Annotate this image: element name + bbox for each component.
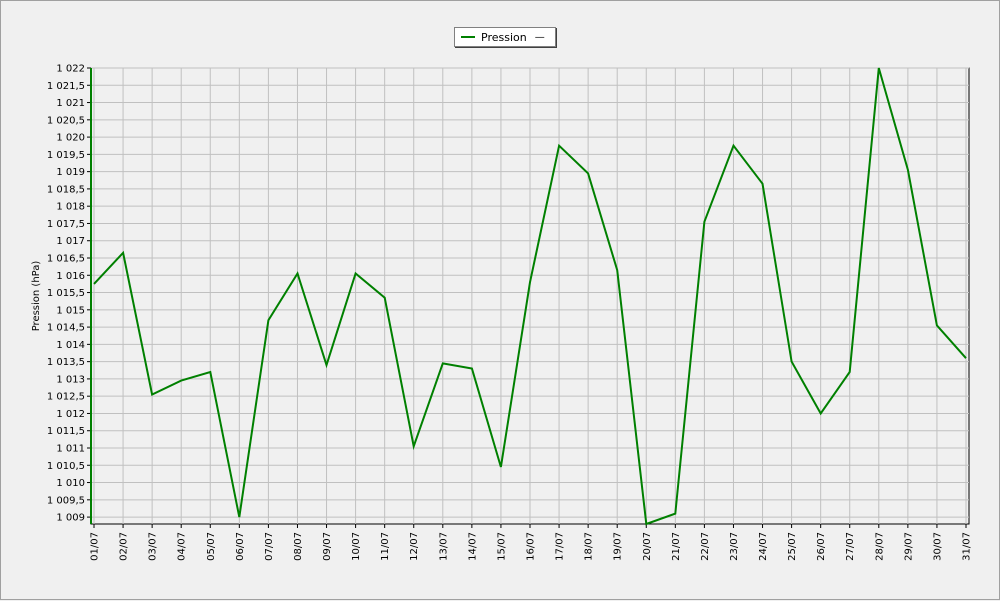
y-tick-label: 1 021 [56, 98, 85, 109]
x-tick-label: 30/07 [932, 532, 943, 561]
x-tick-label: 11/07 [380, 532, 391, 561]
y-tick-label: 1 018 [56, 202, 85, 213]
y-tick-label: 1 017,5 [47, 219, 85, 230]
y-tick-label: 1 009,5 [47, 495, 85, 506]
x-tick-label: 19/07 [613, 532, 624, 561]
x-tick-label: 25/07 [787, 532, 798, 561]
y-axis-ticks: 1 009 1 009,5 1 010 1 010,5 1 011 1 011,5 1 01… [47, 64, 91, 524]
x-tick-label: 22/07 [700, 532, 711, 561]
x-tick-label: 29/07 [903, 532, 914, 561]
x-tick-label: 07/07 [264, 532, 275, 561]
x-tick-label: 09/07 [322, 532, 333, 561]
y-tick-label: 1 016,5 [47, 254, 85, 265]
x-tick-label: 24/07 [758, 532, 769, 561]
x-tick-label: 08/07 [293, 532, 304, 561]
legend: Pression — [454, 27, 556, 47]
y-tick-label: 1 012,5 [47, 392, 85, 403]
x-tick-label: 10/07 [351, 532, 362, 561]
x-tick-label: 26/07 [816, 532, 827, 561]
y-tick-label: 1 011 [56, 444, 85, 455]
x-tick-label: 15/07 [496, 532, 507, 561]
x-tick-label: 13/07 [438, 532, 449, 561]
series-line-pression [93, 67, 967, 526]
x-tick-label: 18/07 [584, 532, 595, 561]
y-tick-label: 1 020 [56, 133, 85, 144]
y-tick-label: 1 022 [56, 64, 85, 75]
y-tick-label: 1 010 [56, 478, 85, 489]
x-tick-label: 01/07 [90, 532, 101, 561]
series-group [93, 67, 967, 526]
x-tick-label: 14/07 [467, 532, 478, 561]
y-tick-label: 1 020,5 [47, 115, 85, 126]
x-tick-label: 02/07 [119, 532, 130, 561]
legend-label: Pression [481, 30, 527, 44]
x-tick-label: 23/07 [729, 532, 740, 561]
y-tick-label: 1 015,5 [47, 288, 85, 299]
x-tick-label: 12/07 [409, 532, 420, 561]
y-tick-label: 1 019,5 [47, 150, 85, 161]
y-tick-label: 1 016 [56, 271, 85, 282]
y-tick-label: 1 017 [56, 236, 85, 247]
y-tick-label: 1 014 [56, 340, 85, 351]
y-tick-label: 1 019 [56, 167, 85, 178]
y-tick-label: 1 015 [56, 305, 85, 316]
x-tick-label: 04/07 [177, 532, 188, 561]
grid [91, 67, 969, 524]
legend-line-swatch [461, 36, 475, 38]
y-tick-label: 1 018,5 [47, 184, 85, 195]
x-tick-label: 21/07 [671, 532, 682, 561]
x-tick-label: 06/07 [235, 532, 246, 561]
y-tick-label: 1 014,5 [47, 323, 85, 334]
x-tick-label: 03/07 [148, 532, 159, 561]
x-tick-label: 05/07 [206, 532, 217, 561]
y-tick-label: 1 013 [56, 374, 85, 385]
y-tick-label: 1 011,5 [47, 426, 85, 437]
x-tick-label: 16/07 [526, 532, 537, 561]
x-tick-label: 28/07 [874, 532, 885, 561]
y-tick-label: 1 021,5 [47, 81, 85, 92]
y-axis-label: Pression (hPa) [31, 261, 42, 332]
y-tick-label: 1 010,5 [47, 461, 85, 472]
x-tick-label: 20/07 [642, 532, 653, 561]
y-tick-label: 1 013,5 [47, 357, 85, 368]
y-tick-label: 1 012 [56, 409, 85, 420]
y-tick-label: 1 009 [56, 513, 85, 524]
x-tick-label: 31/07 [962, 532, 973, 561]
x-tick-label: 17/07 [555, 532, 566, 561]
x-tick-label: 27/07 [845, 532, 856, 561]
x-axis-ticks: 01/07 02/07 03/07 04/07 05/07 06/07 07/07 08/07… [90, 524, 973, 561]
legend-dash: — [534, 31, 545, 43]
